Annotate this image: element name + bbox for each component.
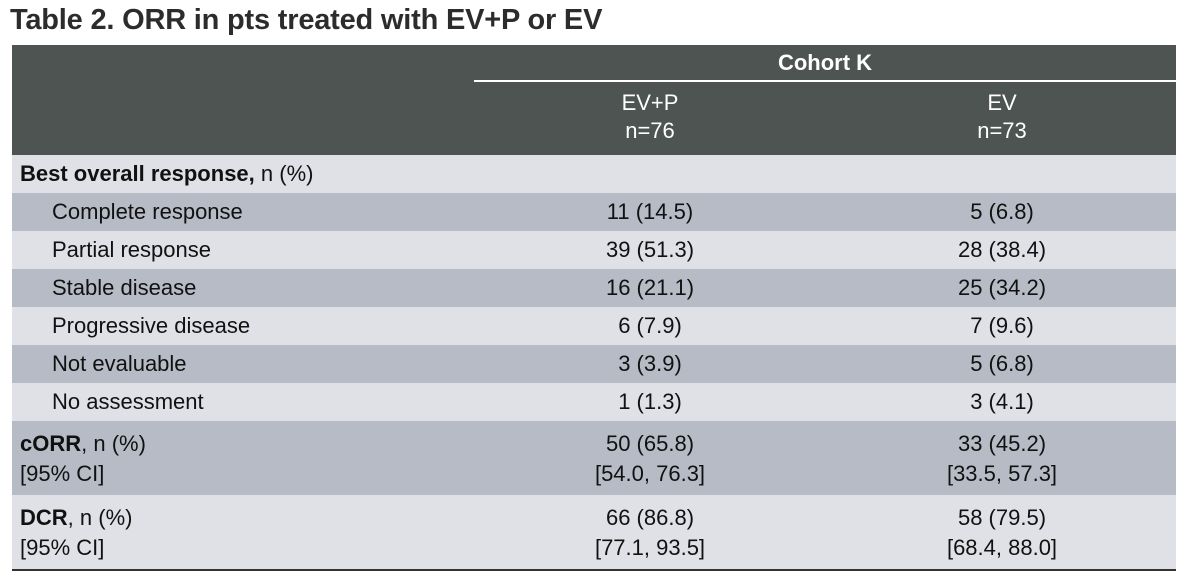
dcr-row: DCR, n (%) [95% CI] 66 (86.8) [77.1, 93.… (12, 495, 1176, 569)
cell-ev: 5 (6.8) (970, 351, 1034, 376)
corr-label-bold: cORR (20, 431, 82, 456)
dcr-label-rest: , n (%) (67, 505, 133, 530)
row-label: Progressive disease (52, 313, 251, 338)
cell-ev: 5 (6.8) (970, 199, 1034, 224)
cell-evp: 1 (1.3) (618, 389, 682, 414)
cell-ev: 25 (34.2) (957, 275, 1047, 300)
cell-evp: 39 (51.3) (605, 237, 695, 262)
section-label-bold: Best overall response, (20, 161, 255, 186)
section-label-rest: n (%) (254, 161, 314, 186)
cell-evp: 16 (21.1) (605, 275, 695, 300)
corr-evp-value: 50 (65.8) (605, 431, 695, 456)
dcr-ev-value: 58 (79.5) (957, 505, 1047, 530)
corr-ev-ci: [33.5, 57.3] (946, 461, 1058, 486)
row-label: Not evaluable (52, 351, 187, 376)
cell-ev: 28 (38.4) (957, 237, 1047, 262)
dcr-label-line: DCR, n (%) (20, 503, 132, 533)
corr-evp-cell: 50 (65.8) [54.0, 76.3] (500, 429, 800, 489)
cell-ev: 3 (4.1) (970, 389, 1034, 414)
cell-evp: 3 (3.9) (618, 351, 682, 376)
corr-ev-cell: 33 (45.2) [33.5, 57.3] (852, 429, 1152, 489)
table-row: Not evaluable 3 (3.9) 5 (6.8) (12, 345, 1176, 383)
cohort-divider (474, 80, 1176, 82)
dcr-evp-cell: 66 (86.8) [77.1, 93.5] (500, 503, 800, 563)
header-column-row: EV+P n=76 EV n=73 (12, 81, 1176, 155)
dcr-evp-ci: [77.1, 93.5] (594, 535, 706, 560)
corr-ci-label: [95% CI] (20, 461, 105, 486)
corr-row: cORR, n (%) [95% CI] 50 (65.8) [54.0, 76… (12, 421, 1176, 495)
row-label: No assessment (52, 389, 204, 414)
row-label: Complete response (52, 199, 243, 224)
dcr-label: DCR, n (%) [95% CI] (20, 503, 132, 563)
header-top-row: Cohort K (12, 45, 1176, 82)
table-title: Table 2. ORR in pts treated with EV+P or… (10, 4, 603, 36)
column-header-ev-n: n=73 (977, 118, 1027, 143)
column-header-ev: EV n=73 (852, 89, 1152, 145)
table-row: Partial response 39 (51.3) 28 (38.4) (12, 231, 1176, 269)
column-header-evp: EV+P n=76 (500, 89, 800, 145)
cell-evp: 6 (7.9) (618, 313, 682, 338)
corr-evp-ci: [54.0, 76.3] (594, 461, 706, 486)
dcr-ev-cell: 58 (79.5) [68.4, 88.0] (852, 503, 1152, 563)
column-header-evp-name: EV+P (621, 90, 679, 115)
dcr-ev-ci: [68.4, 88.0] (946, 535, 1058, 560)
section-label: Best overall response, n (%) (20, 155, 313, 193)
table-header: Cohort K EV+P n=76 EV n=73 (12, 45, 1176, 155)
column-header-evp-n: n=76 (625, 118, 675, 143)
cell-evp: 11 (14.5) (606, 199, 694, 224)
dcr-label-bold: DCR (20, 505, 68, 530)
table-row: Stable disease 16 (21.1) 25 (34.2) (12, 269, 1176, 307)
corr-label: cORR, n (%) [95% CI] (20, 429, 146, 489)
row-label: Stable disease (52, 275, 197, 300)
row-label: Partial response (52, 237, 211, 262)
table-bottom-rule (12, 569, 1176, 571)
corr-label-line: cORR, n (%) (20, 429, 146, 459)
section-row-best-overall-response: Best overall response, n (%) (12, 155, 1176, 193)
table-row: Complete response 11 (14.5) 5 (6.8) (12, 193, 1176, 231)
corr-label-rest: , n (%) (81, 431, 146, 456)
corr-ev-value: 33 (45.2) (957, 431, 1047, 456)
dcr-evp-value: 66 (86.8) (605, 505, 695, 530)
cell-ev: 7 (9.6) (970, 313, 1034, 338)
orr-table: Cohort K EV+P n=76 EV n=73 Best overall … (12, 45, 1176, 571)
dcr-ci-label: [95% CI] (20, 535, 105, 560)
cohort-label: Cohort K (777, 50, 873, 75)
table-row: No assessment 1 (1.3) 3 (4.1) (12, 383, 1176, 421)
column-header-ev-name: EV (987, 90, 1017, 115)
table-row: Progressive disease 6 (7.9) 7 (9.6) (12, 307, 1176, 345)
